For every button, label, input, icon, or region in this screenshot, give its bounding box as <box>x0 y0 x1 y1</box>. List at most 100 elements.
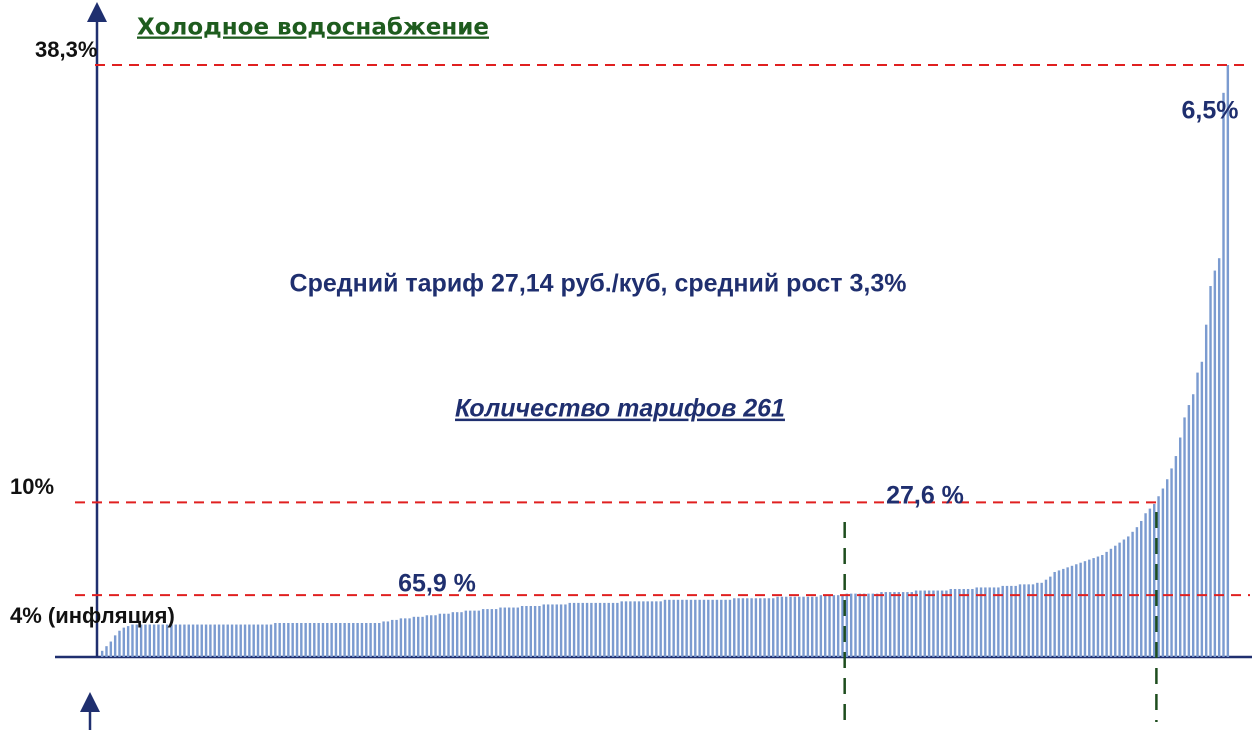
bar <box>953 588 957 657</box>
bar <box>997 587 1000 657</box>
bar <box>1196 372 1199 657</box>
bar <box>226 624 229 657</box>
bar <box>1075 564 1078 657</box>
bar <box>694 599 697 657</box>
bar <box>1122 539 1126 657</box>
bar <box>1200 361 1204 657</box>
bar <box>988 587 991 657</box>
bar <box>1044 579 1048 657</box>
bar <box>334 622 338 657</box>
bar <box>992 587 996 657</box>
bar <box>1183 417 1186 657</box>
y-tick-label: 38,3% <box>35 37 97 62</box>
bar <box>287 622 290 657</box>
bar <box>1118 542 1121 657</box>
bar <box>204 624 208 657</box>
bar <box>421 616 424 657</box>
bar <box>945 590 948 657</box>
bar <box>386 621 390 657</box>
bar <box>1204 324 1208 657</box>
bar <box>178 624 182 657</box>
bar <box>849 593 853 657</box>
bar <box>763 598 766 657</box>
bar <box>217 624 221 657</box>
bar <box>685 599 688 657</box>
bar <box>239 624 242 657</box>
bar <box>741 598 745 657</box>
bar <box>798 596 801 657</box>
bar <box>265 624 268 657</box>
bar <box>746 598 749 657</box>
bar <box>113 635 117 657</box>
bar <box>481 609 485 657</box>
bar <box>823 595 827 657</box>
bar <box>1057 570 1061 657</box>
y-tick-label: 4% (инфляция) <box>10 603 175 628</box>
bar <box>183 624 186 657</box>
bar <box>538 605 541 657</box>
bar <box>326 622 329 657</box>
bar <box>1161 488 1165 657</box>
bar <box>295 622 299 657</box>
subtitle: Средний тариф 27,14 руб./куб, средний ро… <box>290 270 907 298</box>
bar <box>720 599 723 657</box>
bar <box>581 602 584 657</box>
bar <box>1070 565 1074 657</box>
bar <box>278 622 281 657</box>
bar <box>1062 568 1065 657</box>
bar <box>975 587 978 657</box>
bar <box>1053 571 1056 657</box>
bar <box>148 624 152 657</box>
bar <box>1114 545 1117 657</box>
bar <box>598 602 602 657</box>
bar <box>352 622 355 657</box>
bar <box>434 615 437 657</box>
bar <box>585 602 589 657</box>
bar <box>884 592 888 657</box>
bar <box>624 601 628 657</box>
bar <box>529 605 532 657</box>
bar <box>451 612 455 657</box>
bar <box>1191 394 1195 657</box>
annotation: 27,6 % <box>886 482 964 510</box>
bar <box>1096 556 1100 657</box>
bar <box>1105 551 1108 657</box>
bar <box>949 588 952 657</box>
bar <box>650 601 654 657</box>
bar <box>243 624 247 657</box>
bar <box>235 624 238 657</box>
bar <box>724 599 727 657</box>
bar <box>572 602 576 657</box>
bar <box>551 604 554 657</box>
bar <box>512 607 515 657</box>
bar <box>339 622 342 657</box>
bar <box>1001 585 1004 657</box>
bar <box>897 592 901 657</box>
bar <box>603 602 606 657</box>
bar <box>663 599 667 657</box>
bar <box>1018 584 1022 657</box>
bar <box>681 599 684 657</box>
bar <box>880 592 883 657</box>
bar <box>1209 286 1212 657</box>
bar <box>819 595 823 657</box>
bar <box>382 621 385 657</box>
bar <box>304 622 307 657</box>
bar <box>728 599 732 657</box>
bar <box>854 593 857 657</box>
bar <box>533 605 537 657</box>
bar <box>962 588 965 657</box>
bar <box>590 602 593 657</box>
bar <box>1014 585 1017 657</box>
bar <box>460 612 463 657</box>
bar <box>616 602 619 657</box>
bar <box>858 593 862 657</box>
bar <box>901 592 905 657</box>
bar <box>759 598 762 657</box>
bar <box>780 596 784 657</box>
y-tick-label: 10% <box>10 474 54 499</box>
bar <box>888 592 892 657</box>
annotation: 65,9 % <box>398 570 476 598</box>
bar <box>360 622 364 657</box>
